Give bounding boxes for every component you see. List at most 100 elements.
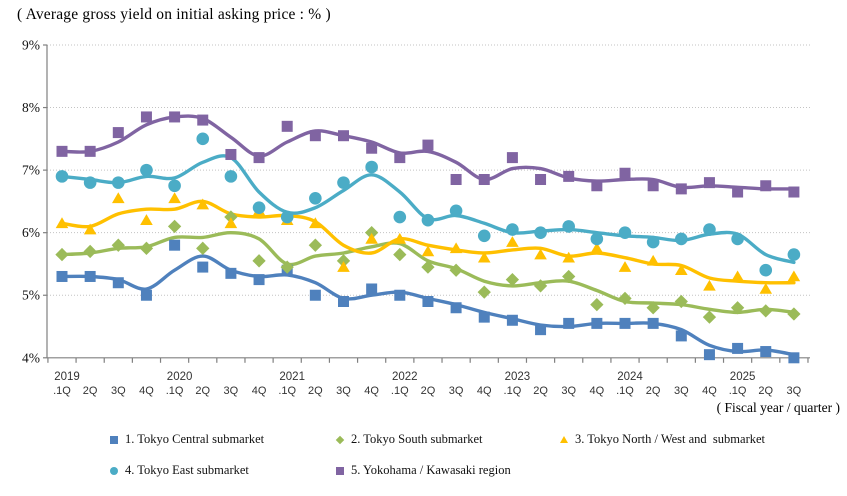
y-axis-label: 6% [22, 225, 40, 240]
data-point-triangle [140, 214, 153, 225]
data-point-triangle [393, 232, 407, 244]
data-point-triangle [646, 254, 660, 266]
data-point-square [84, 145, 96, 157]
data-point-square [225, 267, 237, 279]
trend-line [60, 114, 796, 191]
data-point-square [281, 120, 293, 132]
data-point-square [225, 148, 237, 160]
data-point-triangle [55, 217, 69, 229]
data-point-circle [590, 232, 604, 246]
data-point-circle [675, 232, 688, 246]
data-point-circle [280, 210, 294, 224]
square-marker-icon [336, 466, 344, 475]
data-point-triangle [168, 192, 181, 204]
diamond-marker-icon [335, 435, 345, 444]
data-point-triangle [534, 248, 547, 260]
legend-row-1: 1. Tokyo Central submarket 2. Tokyo South… [0, 432, 847, 448]
data-point-square [309, 289, 321, 301]
data-point-diamond [224, 210, 238, 224]
legend-item-label: 5. Yokohama / Kawasaki region [351, 463, 511, 477]
data-point-circle [224, 170, 238, 183]
data-point-triangle [618, 261, 632, 272]
data-point-circle [252, 201, 266, 214]
x-axis-quarter-label: .1Q [391, 385, 409, 397]
x-axis-year-label: 2019 [54, 371, 80, 383]
data-point-square [450, 174, 462, 186]
data-point-square [506, 152, 518, 164]
data-point-diamond [477, 285, 491, 299]
chart-legend: 1. Tokyo Central submarket 2. Tokyo South… [0, 425, 847, 495]
x-axis-quarter-label: 3Q [449, 385, 464, 397]
data-point-circle [393, 210, 407, 224]
data-point-square [760, 180, 772, 192]
data-point-triangle [477, 251, 491, 263]
data-point-triangle [590, 242, 604, 254]
data-point-circle [618, 226, 632, 239]
data-point-square [338, 295, 349, 307]
data-point-square [647, 180, 659, 192]
data-point-triangle [562, 251, 575, 263]
x-axis-quarter-label: 3Q [787, 385, 802, 397]
data-point-circle [55, 170, 69, 183]
data-point-diamond [139, 241, 154, 255]
legend-item-label: 4. Tokyo East submarket [125, 463, 249, 477]
x-axis-quarter-label: 2Q [308, 385, 323, 397]
data-point-square [478, 174, 490, 186]
circle-marker-icon [110, 466, 118, 475]
data-point-diamond [111, 238, 125, 252]
data-point-square [703, 349, 715, 361]
data-point-circle [449, 204, 463, 218]
data-point-square [366, 142, 378, 154]
data-point-circle [787, 248, 801, 261]
x-axis-quarter-label: .1Q [53, 385, 71, 397]
data-point-square [647, 317, 659, 329]
data-point-square [112, 277, 124, 289]
x-axis-year-label: 2022 [392, 371, 418, 383]
data-point-square [197, 261, 209, 273]
legend-item-label: 2. Tokyo South submarket [351, 432, 483, 446]
x-axis-quarter-label: 2Q [421, 385, 436, 397]
y-axis-label: 4% [22, 350, 40, 365]
legend-row-2: 4. Tokyo East submarket 5. Yokohama / Kaw… [0, 463, 847, 479]
legend-item-4: 4. Tokyo East submarket [110, 463, 249, 478]
data-point-triangle [309, 217, 322, 229]
x-axis-quarter-label: 4Q [590, 385, 605, 397]
data-point-square [732, 342, 744, 354]
data-point-circle [562, 220, 575, 233]
data-point-square [140, 111, 152, 123]
data-point-circle [477, 229, 491, 243]
triangle-marker-icon [560, 436, 568, 443]
x-axis-quarter-label: 3Q [336, 385, 351, 397]
data-point-triangle [365, 232, 378, 244]
data-point-triangle [196, 198, 210, 210]
data-point-square [619, 317, 631, 329]
data-point-square [788, 186, 800, 198]
x-axis-quarter-label: 2Q [533, 385, 548, 397]
x-axis-quarter-label: .1Q [504, 385, 522, 397]
data-point-triangle [703, 279, 716, 291]
data-point-square [478, 311, 490, 323]
data-point-triangle [449, 242, 463, 254]
data-point-square [675, 183, 687, 195]
x-axis-quarter-label: .1Q [166, 385, 184, 397]
data-point-circle [731, 232, 744, 246]
data-point-square [253, 152, 265, 164]
data-point-square [703, 177, 715, 189]
data-point-square [394, 289, 406, 301]
data-point-square [422, 295, 434, 307]
legend-item-label: 3. Tokyo North / West and submarket [575, 432, 765, 446]
data-point-circle [703, 223, 716, 236]
data-point-diamond [308, 238, 322, 252]
data-point-triangle [224, 217, 238, 229]
data-point-diamond [590, 297, 604, 312]
x-axis-quarter-label: 4Q [252, 385, 267, 397]
data-point-circle [196, 132, 210, 146]
data-point-diamond [196, 241, 210, 255]
data-point-diamond [336, 254, 351, 268]
x-axis-year-label: 2023 [505, 371, 531, 383]
data-point-circle [759, 263, 773, 277]
data-point-circle [506, 223, 519, 236]
data-point-circle [646, 235, 660, 249]
